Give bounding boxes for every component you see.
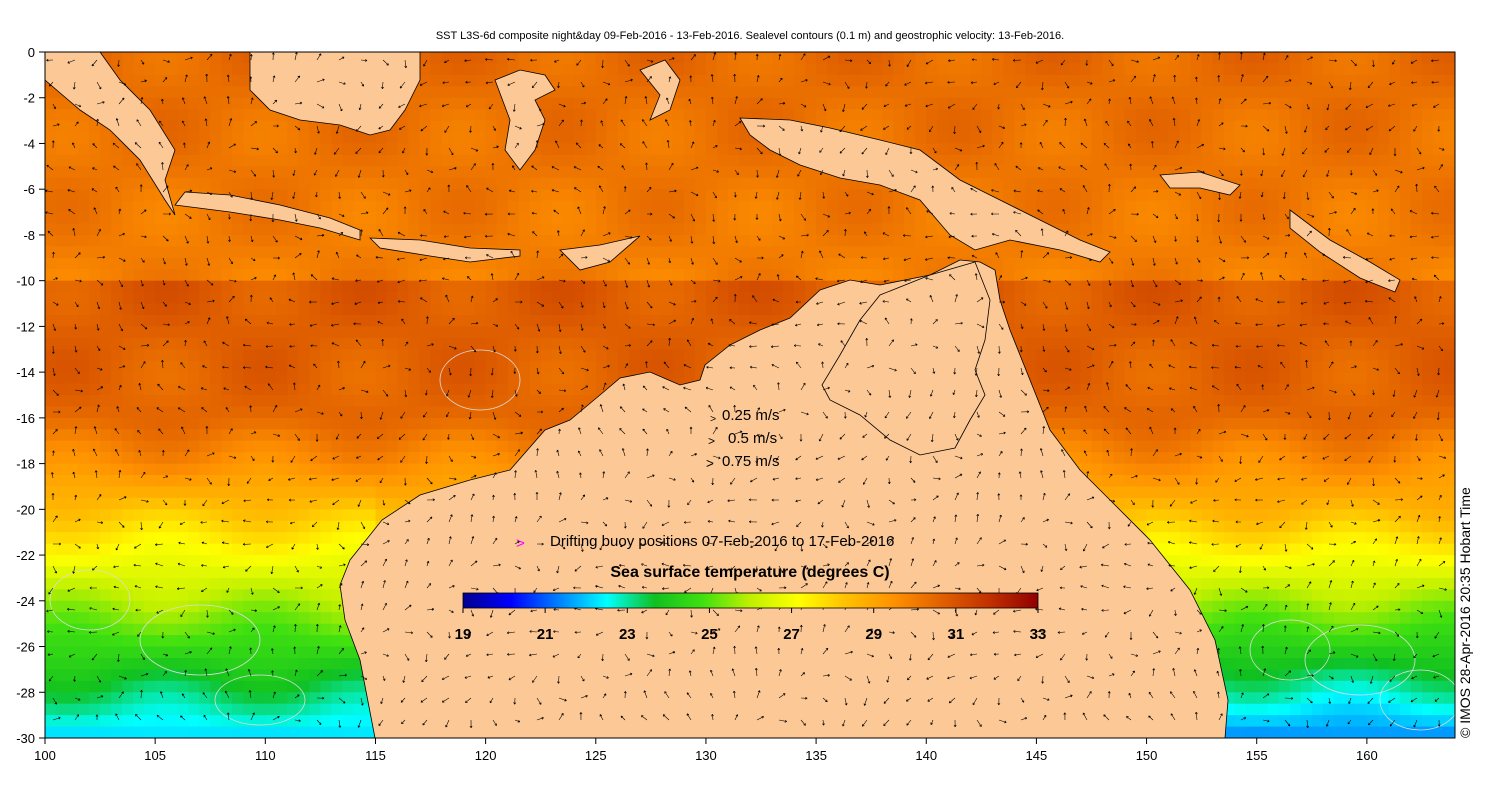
colorbar-ramp xyxy=(462,592,1039,609)
map-area xyxy=(45,52,1455,738)
velocity-legend-label: 0.75 m/s xyxy=(722,453,780,470)
figure-title: SST L3S-6d composite night&day 09-Feb-20… xyxy=(436,30,1064,42)
colorbar-tick-label: 21 xyxy=(537,626,554,643)
x-tick-label: 155 xyxy=(1246,748,1268,763)
colorbar-tick-label: 25 xyxy=(701,626,718,643)
x-tick-label: 150 xyxy=(1136,748,1158,763)
y-tick-label: -8 xyxy=(23,228,35,243)
land-timor xyxy=(559,235,641,271)
y-tick-label: -14 xyxy=(16,365,35,380)
landmasses xyxy=(45,52,1401,738)
y-tick-label: -10 xyxy=(16,274,35,289)
land-borneo xyxy=(249,52,421,136)
colorbar-tick-label: 27 xyxy=(783,626,800,643)
y-tick-label: -12 xyxy=(16,319,35,334)
geostrophic-velocity-vectors xyxy=(45,52,1447,728)
x-tick-label: 135 xyxy=(805,748,827,763)
x-axis: 100 105 110 115 120 125 130 135 140 145 150 155 160 xyxy=(34,738,1378,763)
colorbar: Sea surface temperature (degrees C) 19 21… xyxy=(455,564,1047,643)
buoy-marker-icon: > xyxy=(516,535,525,552)
velocity-legend: >0.25 m/s > 0.5 m/s > 0.75 m/s xyxy=(706,407,780,471)
y-tick-label: -22 xyxy=(16,548,35,563)
y-tick-label: -16 xyxy=(16,411,35,426)
x-tick-label: 160 xyxy=(1356,748,1378,763)
y-tick-label: 0 xyxy=(28,45,35,60)
imos-credit: © IMOS 28-Apr-2016 20:35 Hobart Time xyxy=(1457,487,1473,738)
colorbar-ticks: 19 21 23 25 27 29 31 33 xyxy=(455,608,1047,643)
land-solomons xyxy=(1289,209,1401,293)
velocity-arrow-icon: > xyxy=(710,413,716,425)
x-tick-label: 120 xyxy=(475,748,497,763)
buoy-legend: > Drifting buoy positions 07-Feb-2016 to… xyxy=(516,533,894,552)
y-tick-label: -26 xyxy=(16,640,35,655)
x-tick-label: 100 xyxy=(34,748,56,763)
x-tick-label: 140 xyxy=(915,748,937,763)
colorbar-tick-label: 23 xyxy=(619,626,636,643)
y-tick-label: -28 xyxy=(16,685,35,700)
buoy-legend-label: Drifting buoy positions 07-Feb-2016 to 1… xyxy=(550,533,894,550)
land-new-britain xyxy=(1159,171,1241,196)
colorbar-tick-label: 19 xyxy=(455,626,472,643)
land-australia xyxy=(339,259,1229,738)
land-halmahera xyxy=(639,59,681,121)
colorbar-tick-label: 33 xyxy=(1030,626,1047,643)
land-new-guinea xyxy=(739,117,1111,263)
colorbar-tick-label: 29 xyxy=(865,626,882,643)
x-tick-label: 130 xyxy=(695,748,717,763)
y-tick-label: -30 xyxy=(16,731,35,746)
velocity-arrow-icon: > xyxy=(706,456,714,471)
y-tick-label: -2 xyxy=(23,91,35,106)
x-tick-label: 125 xyxy=(585,748,607,763)
x-tick-label: 110 xyxy=(255,748,276,763)
y-tick-label: -6 xyxy=(23,182,35,197)
x-tick-label: 105 xyxy=(144,748,166,763)
y-tick-label: -18 xyxy=(16,457,35,472)
land-java xyxy=(174,191,361,241)
land-sulawesi xyxy=(494,69,556,171)
y-tick-label: -24 xyxy=(16,594,35,609)
velocity-legend-label: 0.5 m/s xyxy=(728,430,777,447)
velocity-arrow-icon: > xyxy=(708,434,715,448)
x-tick-label: 145 xyxy=(1026,748,1048,763)
y-axis: 0 -2 -4 -6 -8 -10 -12 -14 -16 -18 -20 -22 -24 -26 -28 -… xyxy=(16,45,45,746)
land-nusa-tenggara xyxy=(368,237,521,263)
sealevel-contours xyxy=(49,349,1455,731)
y-tick-label: -20 xyxy=(16,502,35,517)
x-tick-label: 115 xyxy=(365,748,386,763)
y-tick-label: -4 xyxy=(23,136,35,151)
colorbar-tick-label: 31 xyxy=(948,626,965,643)
velocity-legend-label: 0.25 m/s xyxy=(722,407,780,424)
colorbar-title: Sea surface temperature (degrees C) xyxy=(610,564,889,581)
map-frame xyxy=(44,51,1456,739)
land-cape-york xyxy=(821,261,991,456)
land-sumatra xyxy=(45,52,176,216)
